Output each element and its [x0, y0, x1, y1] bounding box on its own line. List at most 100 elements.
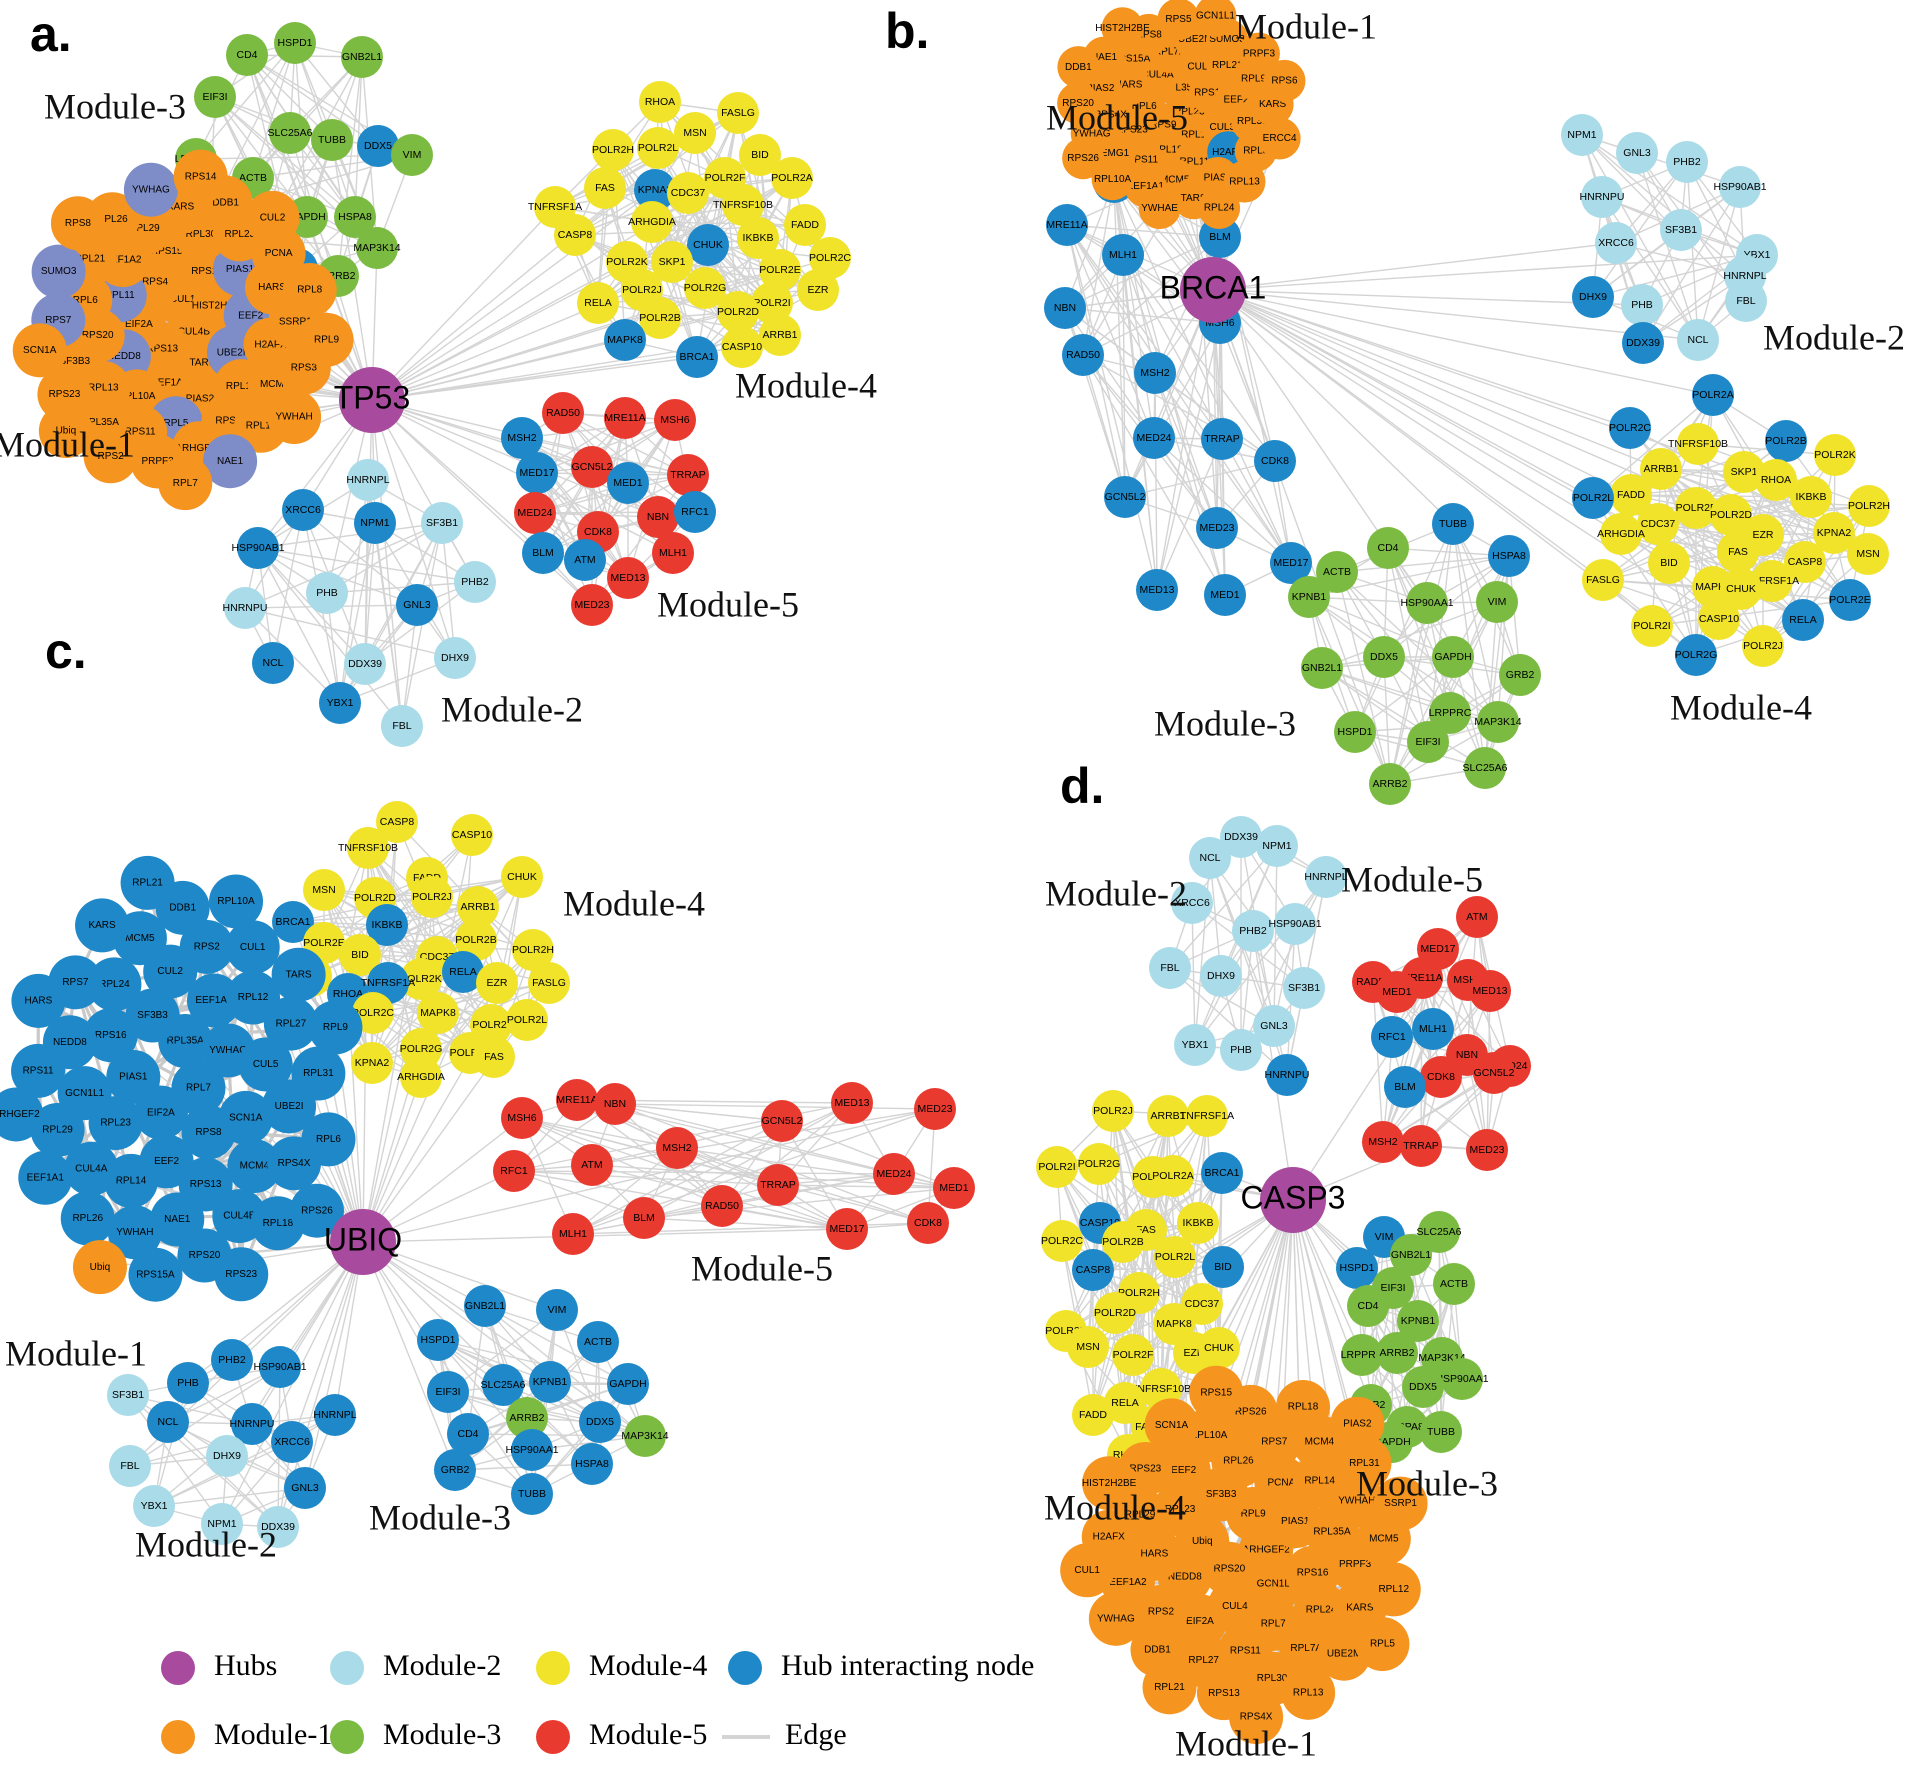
node-POLR2A — [1692, 374, 1734, 416]
node-label-KPNB1: KPNB1 — [1292, 591, 1327, 603]
node-label-SF3B1: SF3B1 — [1288, 982, 1320, 994]
node-label-TUBB: TUBB — [1427, 1426, 1455, 1438]
node-label-TARS: TARS — [1181, 193, 1207, 204]
node-label-CHUK: CHUK — [1204, 1342, 1234, 1354]
node-HSP90AB1 — [259, 1346, 301, 1388]
node-label-DDX5: DDX5 — [1370, 651, 1398, 663]
node-label-CUL5: CUL5 — [1187, 62, 1213, 73]
node-EIF3I — [427, 1371, 469, 1413]
node-SF3B1 — [1660, 209, 1702, 251]
node-label-HSP90AB1: HSP90AB1 — [253, 1361, 306, 1373]
node-label-MED23: MED23 — [917, 1103, 952, 1115]
node-label-SSRP1: SSRP1 — [1384, 1498, 1417, 1509]
node-label-FAS: FAS — [484, 1051, 504, 1063]
node-label-RPS23: RPS23 — [225, 1269, 257, 1280]
node-label-VIM: VIM — [548, 1304, 567, 1316]
node-label-MCM4: MCM4 — [240, 1161, 270, 1172]
node-NBN — [1044, 287, 1086, 329]
edge — [1082, 354, 1226, 596]
node-label-ARRB1: ARRB1 — [1150, 1110, 1185, 1122]
edge — [531, 1383, 629, 1495]
node-FBL — [109, 1445, 151, 1487]
node-MSN — [1847, 533, 1889, 575]
node-POLR2J — [1742, 625, 1784, 667]
edge — [1336, 571, 1391, 785]
edge — [1212, 289, 1632, 496]
node-label-DDX39: DDX39 — [1224, 831, 1258, 843]
node-POLR2A — [1152, 1155, 1194, 1197]
node-label-POLR2B: POLR2B — [1765, 435, 1806, 447]
node-label-RPL9: RPL9 — [1241, 1509, 1266, 1520]
node-label-GCN1L1: GCN1L1 — [1196, 11, 1235, 22]
edge — [257, 522, 443, 549]
node-label-NCL: NCL — [157, 1416, 178, 1428]
node-label-PIAS1: PIAS1 — [119, 1072, 148, 1083]
node-ARRB2 — [1376, 1332, 1418, 1374]
node-label-MED1: MED1 — [613, 477, 642, 489]
node-label-NPM1: NPM1 — [1567, 129, 1596, 141]
node-NCL — [252, 642, 294, 684]
node-label-RPL24: RPL24 — [99, 979, 130, 990]
node-label-SSRP1: SSRP1 — [279, 317, 312, 328]
node-label-DDX39: DDX39 — [261, 1521, 295, 1533]
node-label-RPL6: RPL6 — [316, 1134, 341, 1145]
node-label-POLR2A: POLR2A — [1692, 389, 1733, 401]
node-CASP10 — [451, 814, 493, 856]
node-SF3B1 — [421, 502, 463, 544]
node-label-CUL4A: CUL4A — [1141, 69, 1174, 80]
node-POLR2A — [771, 157, 813, 199]
node-label-SF3B1: SF3B1 — [112, 1389, 144, 1401]
legend-label-4: Module-1 — [214, 1718, 332, 1751]
node-label-MSN: MSN — [312, 884, 335, 896]
node-label-SUMO3: SUMO3 — [41, 266, 77, 277]
node-label-RAD50: RAD50 — [1066, 349, 1100, 361]
hub-label-CASP3: CASP3 — [1241, 1179, 1346, 1215]
edge — [371, 237, 759, 401]
node-label-KPNB1: KPNB1 — [533, 1376, 568, 1388]
node-NPM1 — [1256, 825, 1298, 867]
node-label-ATM: ATM — [574, 554, 595, 566]
node-IKBKB — [366, 904, 408, 946]
node-label-POLR2H: POLR2H — [592, 144, 634, 156]
node-CASP8 — [1784, 541, 1826, 583]
node-label-RPL27: RPL27 — [276, 1018, 307, 1029]
node-Ubiq — [72, 1240, 127, 1295]
node-label-POLR2F: POLR2F — [705, 172, 746, 184]
node-MAP3K14 — [624, 1415, 666, 1457]
edge — [1154, 372, 1158, 591]
node-HSPD1 — [1334, 711, 1376, 753]
panel-b-nodes: RFC1ATMMRE11AMLH1BLMNBNMSH6RAD50MSH2MED2… — [1044, 0, 1890, 805]
legend-swatch-module4 — [536, 1651, 570, 1685]
node-MCM4 — [227, 1139, 282, 1194]
node-HSPA8 — [1488, 535, 1530, 577]
node-label-YWHAG: YWHAG — [209, 1045, 247, 1056]
node-label-NBN: NBN — [1456, 1049, 1478, 1061]
node-label-MAP3K14: MAP3K14 — [621, 1430, 668, 1442]
node-label-XRCC6: XRCC6 — [285, 504, 321, 516]
node-RFC1 — [1371, 1016, 1413, 1058]
node-BLM — [1384, 1066, 1426, 1108]
node-label-PHB2: PHB2 — [218, 1354, 246, 1366]
node-label-RPL29: RPL29 — [129, 223, 160, 234]
node-label-RPL21: RPL21 — [75, 253, 106, 264]
node-label-CD4: CD4 — [1357, 1300, 1378, 1312]
edge — [1061, 1240, 1134, 1356]
edge — [1122, 254, 1126, 498]
module-label-a-1: Module-1 — [0, 424, 135, 464]
legend-label-1: Module-2 — [383, 1649, 501, 1682]
node-label-ARHGEF2: ARHGEF2 — [0, 1109, 40, 1120]
node-label-UBE2I: UBE2I — [275, 1101, 304, 1112]
edge — [1581, 134, 1746, 277]
edge — [362, 1241, 533, 1495]
module-label-b-4: Module-4 — [1670, 687, 1812, 727]
node-label-RPS16: RPS16 — [95, 1030, 127, 1041]
node-label-GCN5L2: GCN5L2 — [1105, 491, 1146, 503]
node-label-POLR2L: POLR2L — [638, 142, 678, 154]
edge — [371, 399, 456, 659]
node-label-RPS13: RPS13 — [1208, 1688, 1240, 1699]
node-label-RPS15A: RPS15A — [1112, 53, 1151, 64]
edge — [326, 399, 373, 594]
node-CUL2 — [245, 190, 300, 245]
node-label-PHB2: PHB2 — [1673, 156, 1701, 168]
node-label-ATM: ATM — [581, 1159, 602, 1171]
